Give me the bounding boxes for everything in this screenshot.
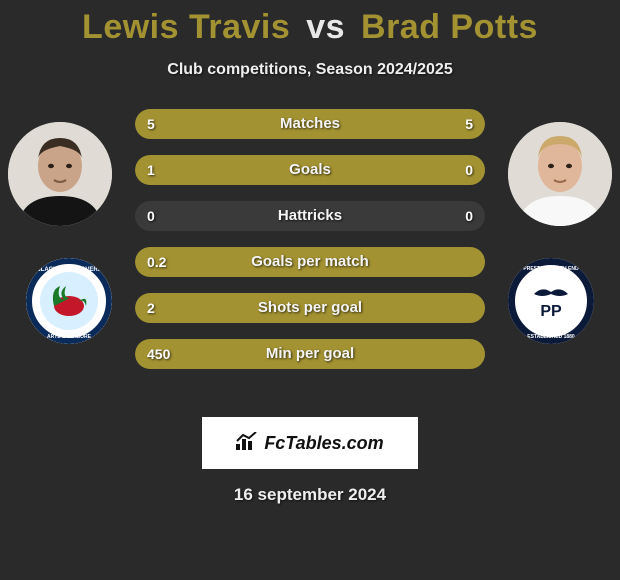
stat-bar: Goals per match0.2 <box>135 247 485 277</box>
bar-value-left: 2 <box>147 293 155 323</box>
bar-value-left: 0 <box>147 201 155 231</box>
bar-value-right: 0 <box>465 201 473 231</box>
bar-label: Hattricks <box>135 201 485 231</box>
bar-value-left: 5 <box>147 109 155 139</box>
stat-bar: Hattricks0 0 <box>135 201 485 231</box>
bar-value-left: 450 <box>147 339 170 369</box>
comparison-bars: Matches55Goals10Hattricks00Goals per mat… <box>0 109 620 399</box>
bar-label: Goals <box>135 155 485 185</box>
bar-value-right: 5 <box>465 109 473 139</box>
vs-text: vs <box>306 8 345 46</box>
bar-value-left: 1 <box>147 155 155 185</box>
comparison-title: Lewis Travis vs Brad Potts <box>0 0 620 47</box>
stat-bar: Min per goal450 <box>135 339 485 369</box>
subtitle: Club competitions, Season 2024/2025 <box>0 61 620 79</box>
bar-label: Min per goal <box>135 339 485 369</box>
stat-bar: Shots per goal2 <box>135 293 485 323</box>
bar-label: Shots per goal <box>135 293 485 323</box>
fctables-logo: FcTables.com <box>202 417 418 469</box>
stat-bar: Matches5 5 <box>135 109 485 139</box>
bar-value-right: 0 <box>465 155 473 185</box>
player1-name: Lewis Travis <box>82 8 290 46</box>
stat-bar: Goals1 0 <box>135 155 485 185</box>
bar-value-left: 0.2 <box>147 247 166 277</box>
logo-text: FcTables.com <box>264 433 383 454</box>
date-text: 16 september 2024 <box>0 485 620 505</box>
bar-label: Matches <box>135 109 485 139</box>
bar-label: Goals per match <box>135 247 485 277</box>
player2-name: Brad Potts <box>361 8 538 46</box>
chart-icon <box>236 432 258 455</box>
